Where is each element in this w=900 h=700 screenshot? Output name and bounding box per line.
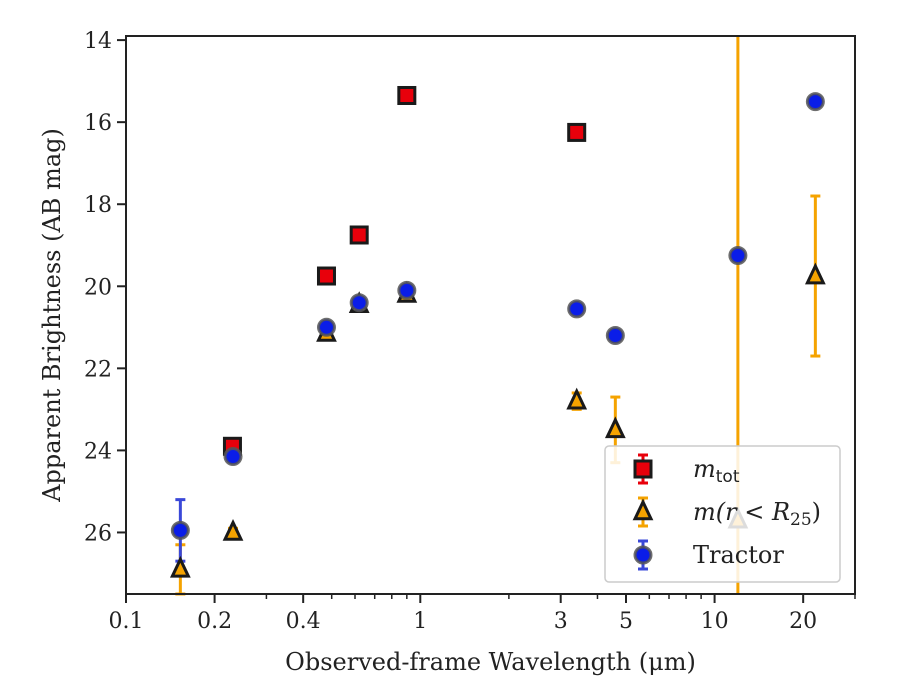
legend-marker <box>633 459 653 479</box>
axes: 0.1 0.2 0.4 1 3 5 10 20 14 16 18 20 22 24 26 <box>84 29 856 634</box>
x-tick-label: 0.2 <box>197 609 232 634</box>
marker-tractor <box>349 293 369 313</box>
y-tick-label: 26 <box>84 521 112 546</box>
y-tick-label: 14 <box>84 29 112 54</box>
marker-mtot <box>397 85 417 105</box>
legend-marker <box>632 498 654 521</box>
y-axis-label: Apparent Brightness (AB mag) <box>38 128 66 503</box>
marker-mr25 <box>222 518 244 541</box>
legend-frame <box>604 445 841 583</box>
legend-entry-tractor: Tractor <box>633 539 784 571</box>
marker-mr25 <box>604 416 626 439</box>
legend-label: m(r < R25) <box>693 498 821 530</box>
data-markers <box>169 85 826 578</box>
x-ticks: 0.1 0.2 0.4 1 3 5 10 20 <box>109 594 856 634</box>
series-tractor <box>170 92 825 540</box>
marker-tractor <box>728 246 748 266</box>
legend-entry-mtot: mtot <box>633 453 740 487</box>
legend-label: mtot <box>693 455 740 487</box>
marker-mr25 <box>169 555 191 578</box>
legend-label: Tractor <box>693 541 784 569</box>
marker-tractor <box>170 520 190 540</box>
y-tick-label: 24 <box>84 439 112 464</box>
plot-frame <box>125 35 856 595</box>
x-tick-label: 1 <box>413 609 427 634</box>
x-tick-label: 3 <box>554 609 568 634</box>
marker-mtot <box>316 266 336 286</box>
y-tick-label: 20 <box>84 275 112 300</box>
y-ticks: 14 16 18 20 22 24 26 <box>84 29 126 546</box>
marker-tractor <box>805 92 825 112</box>
x-tick-label: 5 <box>619 609 633 634</box>
y-tick-label: 16 <box>84 111 112 136</box>
legend-entry-mr25: m(r < R25) <box>632 496 821 530</box>
marker-tractor <box>605 326 625 346</box>
series-mtot <box>222 85 587 456</box>
legend: mtot m(r < R25) Tractor <box>604 445 841 583</box>
y-tick-label: 18 <box>84 193 112 218</box>
x-tick-label: 20 <box>789 609 817 634</box>
x-tick-label: 0.4 <box>286 609 321 634</box>
marker-mr25 <box>804 262 826 285</box>
marker-tractor <box>567 299 587 319</box>
marker-tractor <box>223 447 243 467</box>
legend-marker <box>633 545 653 565</box>
marker-mr25 <box>566 387 588 410</box>
y-tick-label: 22 <box>84 357 112 382</box>
x-tick-label: 0.1 <box>109 609 144 634</box>
marker-mtot <box>349 225 369 245</box>
marker-tractor <box>316 317 336 337</box>
x-axis-label: Observed-frame Wavelength (μm) <box>285 648 696 676</box>
marker-mtot <box>567 122 587 142</box>
x-tick-label: 10 <box>701 609 729 634</box>
marker-tractor <box>397 280 417 300</box>
